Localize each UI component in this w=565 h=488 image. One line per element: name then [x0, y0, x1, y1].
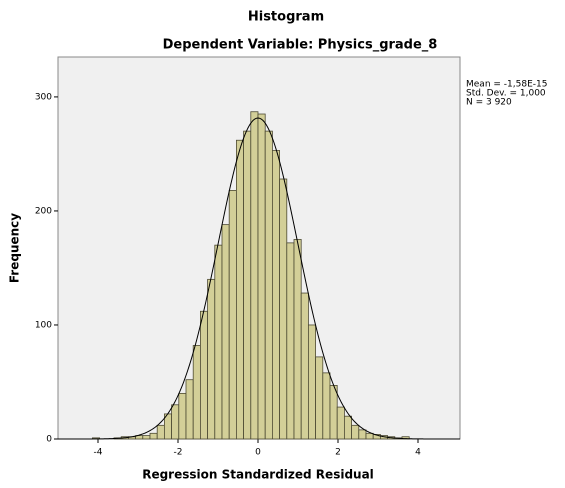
bar — [214, 244, 223, 440]
y-axis-label: Frequency — [8, 213, 22, 283]
y-tick-label: 300 — [35, 92, 52, 102]
bar — [207, 278, 216, 440]
stats-label: N = 3 920 — [466, 98, 512, 108]
bar — [185, 379, 194, 440]
x-tick-label: 4 — [415, 448, 421, 458]
bar — [228, 190, 237, 440]
x-axis-label: Regression Standardized Residual — [142, 468, 374, 482]
bar — [351, 424, 360, 440]
normal-curve — [58, 117, 460, 440]
bar — [315, 356, 324, 440]
x-tick-label: -4 — [94, 448, 103, 458]
bar — [149, 432, 158, 440]
bar — [343, 415, 352, 440]
stats-label: Mean = -1,58E-15 — [466, 80, 547, 90]
bar — [257, 113, 266, 440]
bar — [178, 392, 187, 440]
bar — [235, 139, 244, 440]
bar — [250, 111, 259, 440]
y-tick-label: 200 — [35, 206, 52, 216]
bar — [264, 130, 273, 440]
bar — [358, 429, 367, 440]
bar — [322, 372, 331, 440]
bar — [171, 404, 180, 440]
x-tick-label: 2 — [335, 448, 341, 458]
bar — [199, 310, 208, 440]
stats-label: Std. Dev. = 1,000 — [466, 89, 546, 99]
bar — [243, 130, 252, 440]
bar — [365, 432, 374, 440]
bar — [300, 292, 309, 440]
bar — [286, 242, 295, 440]
x-tick-label: 0 — [255, 448, 261, 458]
x-tick-label: -2 — [174, 448, 183, 458]
bar — [307, 324, 316, 440]
bar — [293, 239, 302, 440]
chart-title: Histogram — [248, 10, 324, 25]
y-tick-label: 0 — [46, 435, 52, 445]
bar — [329, 385, 338, 440]
chart-subtitle: Dependent Variable: Physics_grade_8 — [163, 38, 438, 53]
bar — [192, 345, 201, 440]
bar — [142, 435, 151, 440]
bar — [156, 424, 165, 440]
bar — [279, 178, 288, 440]
bar — [221, 224, 230, 440]
y-tick-label: 100 — [35, 320, 52, 330]
bar — [336, 406, 345, 440]
bar — [271, 150, 280, 440]
